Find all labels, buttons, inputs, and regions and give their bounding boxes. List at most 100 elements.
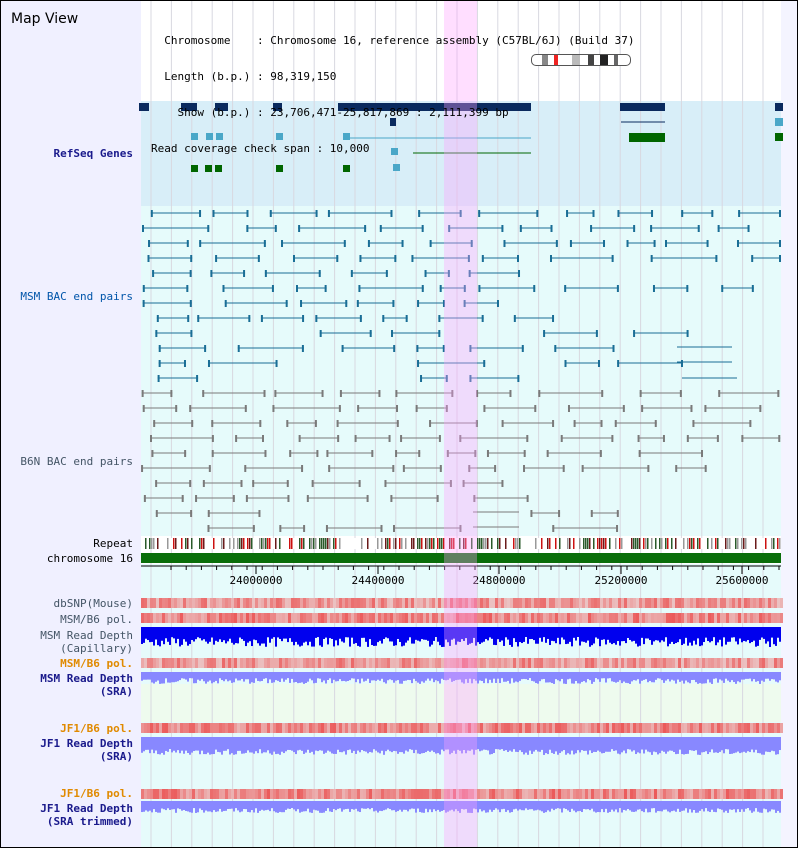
depth-bar xyxy=(677,627,679,643)
heat-cell xyxy=(201,598,204,608)
track-label-repeat[interactable]: Repeat xyxy=(93,537,133,550)
heat-cell xyxy=(549,723,552,733)
heat-cell xyxy=(246,723,249,733)
bac-end xyxy=(463,285,466,292)
heat-cell xyxy=(177,723,180,733)
selection-highlight[interactable] xyxy=(444,1,477,847)
depth-bar xyxy=(757,672,759,682)
depth-bar xyxy=(663,801,665,810)
depth-bar xyxy=(159,627,161,647)
gene-bar xyxy=(215,103,228,111)
heat-cell xyxy=(738,789,741,799)
depth-bar xyxy=(559,737,561,753)
depth-bar xyxy=(141,801,143,813)
depth-bar xyxy=(377,627,379,643)
depth-bar xyxy=(747,672,749,679)
depth-bar xyxy=(617,801,619,813)
depth-bar xyxy=(583,737,585,751)
repeat-mark xyxy=(715,538,717,549)
depth-bar xyxy=(373,672,375,681)
depth-bar xyxy=(281,627,283,642)
track-label-refseq[interactable]: RefSeq Genes xyxy=(53,147,133,160)
track-label-jf1-b6-pol[interactable]: JF1/B6 pol. xyxy=(60,722,133,735)
depth-bar xyxy=(279,672,281,682)
depth-bar xyxy=(215,801,217,812)
heat-cell xyxy=(462,613,465,623)
depth-bar xyxy=(167,737,169,752)
heat-cell xyxy=(525,613,528,623)
track-label-chromosome[interactable]: chromosome 16 xyxy=(46,552,133,565)
track-label-jf1-depth[interactable]: JF1 Read Depth (SRA) xyxy=(40,737,133,763)
depth-bar xyxy=(667,801,669,812)
track-label-msm-bac[interactable]: MSM BAC end pairs xyxy=(20,290,133,303)
heat-cell xyxy=(669,658,672,668)
track-label-jf1-b6-pol-trimmed[interactable]: JF1/B6 pol. xyxy=(60,787,133,800)
depth-bar xyxy=(715,672,717,679)
track-label-dbsnp[interactable]: dbSNP(Mouse) xyxy=(53,597,133,610)
bac-end xyxy=(189,480,192,487)
bac-end xyxy=(654,420,657,427)
heat-cell xyxy=(513,658,516,668)
heat-cell xyxy=(210,658,213,668)
heat-cell xyxy=(201,789,204,799)
depth-bar xyxy=(207,801,209,812)
heat-cell xyxy=(327,598,330,608)
bac-end xyxy=(142,225,145,232)
depth-bar xyxy=(217,737,219,752)
bac-end xyxy=(285,300,288,307)
depth-bar xyxy=(603,737,605,754)
heat-cell xyxy=(204,613,207,623)
heat-cell xyxy=(474,658,477,668)
depth-bar xyxy=(323,801,325,813)
heat-cell xyxy=(780,613,783,623)
track-label-b6n-bac[interactable]: B6N BAC end pairs xyxy=(20,455,133,468)
heat-cell xyxy=(141,598,144,608)
depth-bar xyxy=(519,627,521,643)
heat-cell xyxy=(159,658,162,668)
depth-bar xyxy=(579,672,581,684)
track-label-jf1-depth-trimmed[interactable]: JF1 Read Depth (SRA trimmed) xyxy=(40,802,133,828)
chromosome-ideogram[interactable] xyxy=(531,54,631,66)
bac-end xyxy=(451,390,454,397)
track-label-msm-depth-sra[interactable]: MSM Read Depth (SRA) xyxy=(40,672,133,698)
heat-cell xyxy=(438,789,441,799)
repeat-mark xyxy=(593,538,595,549)
depth-bar xyxy=(637,627,639,647)
heat-cell xyxy=(270,723,273,733)
track-label-msm-b6-pol[interactable]: MSM/B6 pol. xyxy=(60,613,133,626)
depth-bar xyxy=(517,737,519,752)
depth-bar xyxy=(407,801,409,812)
heat-cell xyxy=(630,658,633,668)
depth-bar xyxy=(321,627,323,647)
heat-cell xyxy=(300,658,303,668)
depth-bar xyxy=(261,672,263,681)
heat-cell xyxy=(213,658,216,668)
heat-cell xyxy=(477,789,480,799)
heat-cell xyxy=(465,598,468,608)
bac-end xyxy=(263,240,266,247)
depth-bar xyxy=(525,627,527,638)
heat-cell xyxy=(324,789,327,799)
depth-bar xyxy=(669,801,671,813)
depth-bar xyxy=(521,672,523,680)
axis-tick-label: 25200000 xyxy=(595,574,648,587)
bac-end xyxy=(611,435,614,442)
heat-cell xyxy=(300,789,303,799)
depth-bar xyxy=(555,737,557,752)
depth-bar xyxy=(433,627,435,641)
depth-bar xyxy=(415,801,417,813)
bac-end xyxy=(393,525,396,532)
depth-bar xyxy=(175,627,177,644)
track-label-line: (SRA) xyxy=(99,685,133,698)
depth-bar xyxy=(537,801,539,810)
track-label-msm-depth-capillary[interactable]: MSM Read Depth (Capillary) xyxy=(40,629,133,655)
heat-cell xyxy=(273,613,276,623)
repeat-mark xyxy=(725,538,727,549)
repeat-mark xyxy=(583,538,585,549)
depth-bar xyxy=(719,627,721,640)
track-label-msm-b6-pol-sra[interactable]: MSM/B6 pol. xyxy=(60,657,133,670)
depth-bar xyxy=(365,627,367,642)
heat-cell xyxy=(195,613,198,623)
heat-cell xyxy=(297,723,300,733)
